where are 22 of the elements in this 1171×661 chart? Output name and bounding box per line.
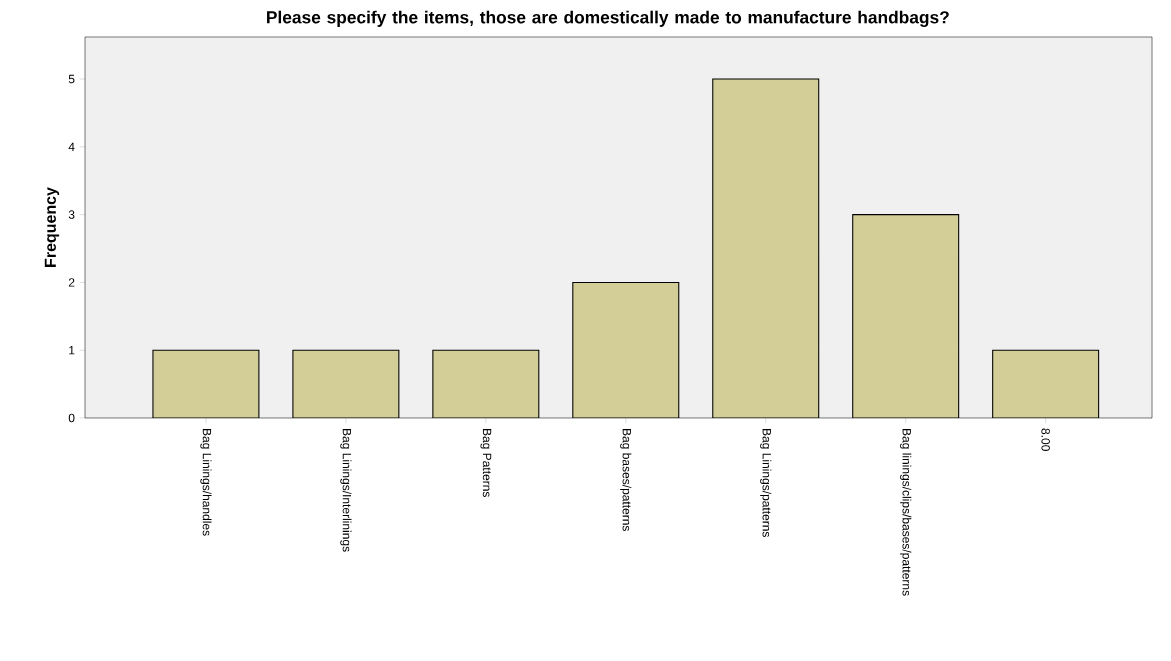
x-tick-label: Bag Linings/handles xyxy=(200,429,212,536)
bar xyxy=(152,349,260,418)
y-tick-label: 2 xyxy=(68,278,75,287)
bar xyxy=(572,281,680,418)
bar xyxy=(432,349,540,418)
x-tick-label: Bag Linings/patterns xyxy=(760,429,772,537)
x-tick-label: Bag Patterns xyxy=(480,429,492,497)
y-tick-label: 0 xyxy=(68,413,75,423)
y-tick-label: 5 xyxy=(68,74,75,84)
y-tick-label: 1 xyxy=(69,346,75,355)
bar xyxy=(992,349,1100,418)
y-tick-label: 3 xyxy=(68,210,75,219)
bar xyxy=(712,78,820,418)
bar xyxy=(852,214,960,418)
bar xyxy=(292,350,399,418)
chart-title: Please specify the items, those are domestically made to manufacture handbags? xyxy=(267,10,949,27)
y-tick-label: 4 xyxy=(68,142,75,151)
x-tick-label: Bag Linings/Interlinings xyxy=(340,429,352,552)
x-tick-label: Bag linings/clips/bases/patterns xyxy=(900,429,912,596)
x-tick-label: 8.00 xyxy=(1041,428,1050,451)
y-axis-title: Frequency xyxy=(44,187,60,267)
x-tick-label: Bag bases/patterns xyxy=(620,429,632,531)
